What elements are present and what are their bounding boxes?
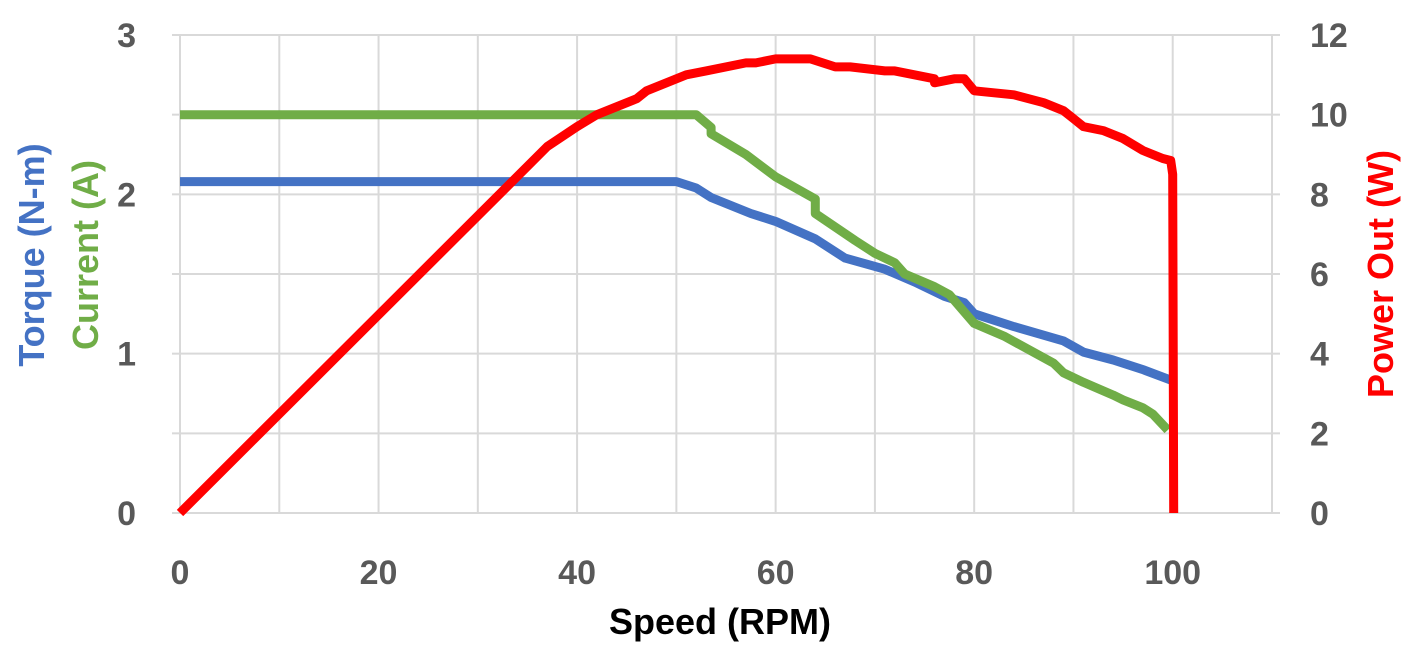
right-axis-ticks: 0 2 4 6 8 10 12 (1310, 17, 1348, 533)
left-tick-label: 1 (117, 336, 136, 374)
right-tick-label: 8 (1310, 176, 1329, 214)
grid-lines (172, 34, 1280, 514)
x-tick-label: 80 (955, 554, 993, 592)
left-tick-label: 3 (117, 17, 136, 55)
x-tick-label: 20 (360, 554, 398, 592)
right-tick-label: 10 (1310, 97, 1348, 135)
x-axis-ticks: 0 20 40 60 80 100 (171, 554, 1202, 592)
right-tick-label: 12 (1310, 17, 1348, 55)
x-axis-title: Speed (RPM) (609, 601, 831, 642)
right-axis-title-power: Power Out (W) (1360, 150, 1401, 398)
right-tick-label: 6 (1310, 256, 1329, 294)
right-tick-label: 4 (1310, 336, 1329, 374)
x-tick-label: 0 (171, 554, 190, 592)
left-axis-title-torque: Torque (N-m) (11, 143, 52, 366)
left-axis-ticks: 0 1 2 3 (117, 17, 136, 533)
right-tick-label: 0 (1310, 495, 1329, 533)
x-tick-label: 40 (558, 554, 596, 592)
right-tick-label: 2 (1310, 415, 1329, 453)
x-tick-label: 100 (1144, 554, 1201, 592)
x-tick-label: 60 (757, 554, 795, 592)
current-line (180, 110, 1172, 434)
power-line (176, 54, 1179, 517)
left-tick-label: 0 (117, 495, 136, 533)
left-axis-title-current: Current (A) (65, 160, 106, 350)
left-tick-label: 2 (117, 176, 136, 214)
series-layer (176, 54, 1179, 517)
